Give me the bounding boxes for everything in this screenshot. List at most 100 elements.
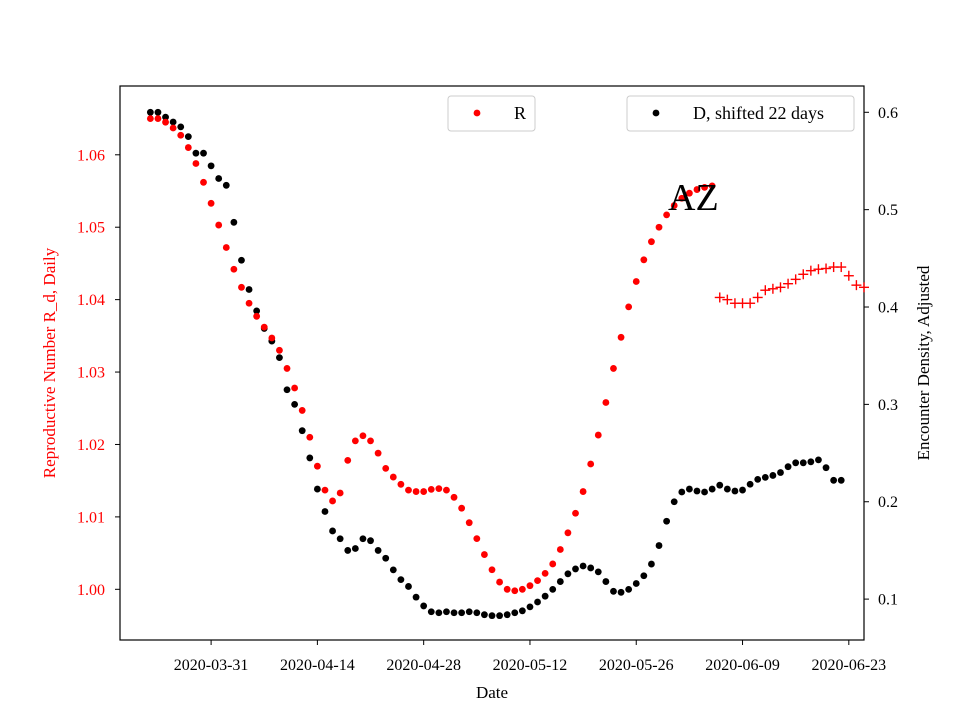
data-point xyxy=(443,486,450,494)
data-point xyxy=(541,569,549,577)
data-point xyxy=(238,283,245,291)
data-point xyxy=(625,585,633,593)
data-point xyxy=(450,493,458,501)
x-axis-ticks: 2020-03-31 2020-04-14 2020-04-28 2020-05-12… xyxy=(174,640,886,674)
data-point xyxy=(813,264,824,275)
data-point xyxy=(458,609,466,617)
data-point xyxy=(207,199,215,207)
legend-d-marker xyxy=(652,109,660,117)
data-point xyxy=(481,611,488,619)
y-left-tick-label: 1.00 xyxy=(77,582,105,599)
data-point xyxy=(798,269,809,280)
y-right-tick-label: 0.5 xyxy=(878,202,898,219)
data-point xyxy=(435,485,443,493)
data-point xyxy=(594,568,602,576)
data-point xyxy=(488,566,496,574)
y-right-axis-ticks: 0.1 0.2 0.3 0.4 0.5 0.6 xyxy=(864,105,898,609)
data-point xyxy=(594,431,602,439)
data-point xyxy=(790,274,801,285)
data-point xyxy=(405,583,412,590)
data-point xyxy=(503,611,511,619)
data-point xyxy=(843,270,854,281)
y-right-tick-label: 0.2 xyxy=(878,494,898,511)
y-left-axis-ticks: 1.00 1.01 1.02 1.03 1.04 1.05 1.06 xyxy=(77,147,120,599)
data-point xyxy=(731,487,739,495)
data-point xyxy=(777,469,784,476)
data-point xyxy=(784,463,792,471)
data-point xyxy=(518,585,526,593)
data-point xyxy=(260,323,268,331)
data-point xyxy=(389,566,397,574)
data-point xyxy=(427,485,435,493)
data-point xyxy=(655,223,663,231)
data-point xyxy=(465,519,473,527)
data-point xyxy=(815,456,822,464)
data-point xyxy=(579,562,587,570)
data-point xyxy=(761,474,769,481)
data-point xyxy=(222,244,230,251)
data-point xyxy=(556,546,564,553)
data-point xyxy=(518,607,526,615)
data-point xyxy=(169,124,177,132)
data-point xyxy=(752,292,763,303)
data-point xyxy=(678,194,686,202)
data-point xyxy=(276,354,283,362)
data-point xyxy=(556,578,564,585)
y-right-tick-label: 0.6 xyxy=(878,105,898,122)
x-tick-label: 2020-04-28 xyxy=(386,657,461,674)
data-point xyxy=(799,459,807,467)
data-point xyxy=(663,211,671,219)
data-point xyxy=(374,449,382,457)
data-point xyxy=(177,123,185,131)
data-point xyxy=(313,485,321,493)
data-point xyxy=(283,365,291,372)
data-point xyxy=(648,238,655,246)
data-point xyxy=(230,265,238,273)
data-point xyxy=(200,178,207,186)
data-point xyxy=(146,108,154,116)
data-point xyxy=(511,609,519,617)
x-tick-label: 2020-06-23 xyxy=(811,657,886,674)
data-point xyxy=(610,365,617,372)
legend-r-frame xyxy=(447,95,536,132)
data-point xyxy=(640,572,648,580)
data-point xyxy=(443,608,450,616)
data-point xyxy=(473,535,481,543)
data-point xyxy=(488,612,496,620)
data-point xyxy=(821,263,832,274)
data-point xyxy=(648,560,655,568)
data-point xyxy=(708,485,716,493)
data-point xyxy=(253,312,261,320)
y-left-tick-label: 1.01 xyxy=(77,509,105,526)
data-point xyxy=(822,464,830,472)
data-point xyxy=(602,399,610,406)
data-point xyxy=(359,432,367,440)
data-point xyxy=(291,400,299,408)
data-point xyxy=(389,473,397,481)
y-right-tick-label: 0.1 xyxy=(878,592,898,609)
data-point xyxy=(473,609,481,617)
data-point xyxy=(602,578,610,585)
data-point xyxy=(306,454,314,462)
data-point xyxy=(792,459,800,467)
data-point xyxy=(549,585,557,593)
data-point xyxy=(775,282,786,293)
data-point xyxy=(329,497,336,505)
state-annotation: AZ xyxy=(668,177,719,219)
data-point xyxy=(632,278,640,285)
data-point xyxy=(192,160,200,167)
data-point xyxy=(298,427,306,435)
data-point xyxy=(678,488,686,496)
data-point xyxy=(458,504,466,512)
legend-d-frame xyxy=(626,95,855,132)
y-right-axis-title: Encounter Density, Adjusted xyxy=(914,265,933,460)
data-point xyxy=(412,488,420,495)
y-left-tick-label: 1.05 xyxy=(77,220,105,237)
data-point xyxy=(420,488,428,495)
data-point xyxy=(564,570,572,578)
data-point xyxy=(382,554,390,562)
data-point xyxy=(412,593,420,601)
data-point xyxy=(450,609,458,617)
data-point xyxy=(253,307,261,315)
data-point xyxy=(245,286,253,293)
